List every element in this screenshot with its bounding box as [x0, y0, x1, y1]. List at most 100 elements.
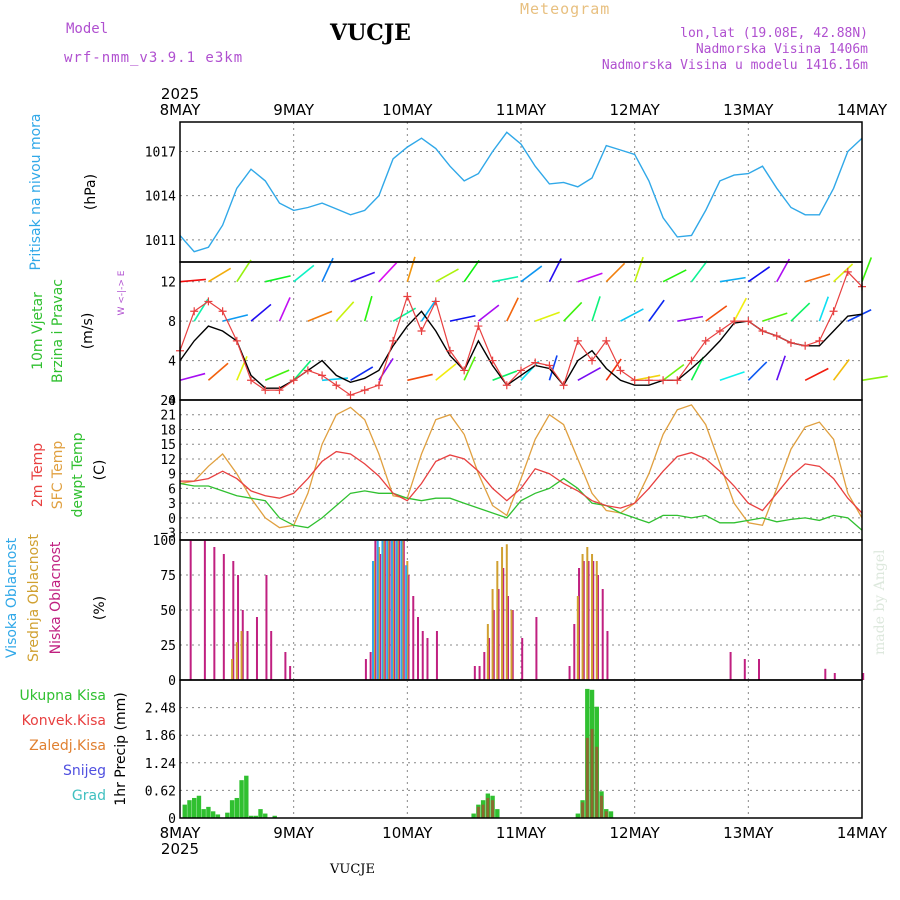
pressure-ytick: 1014 — [145, 190, 176, 205]
wind-gust-marker — [502, 381, 511, 390]
date-tick-top: 14MAY — [837, 101, 888, 119]
wind-ytick: 8 — [168, 315, 176, 330]
wind-gust-marker — [744, 317, 753, 326]
wind-gust-marker — [289, 376, 298, 385]
wind-direction-arrow — [577, 272, 603, 283]
wind-direction-arrow — [677, 315, 704, 322]
wind-direction-arrow — [435, 268, 459, 283]
clouds-ytick: 100 — [153, 534, 176, 549]
temperature-ytick: 15 — [160, 438, 176, 453]
wind-direction-arrow — [406, 256, 416, 282]
precip-ylabel: 1hr Precip (mm) — [113, 692, 129, 805]
wind-direction-arrow — [563, 301, 583, 322]
wind-direction-arrow — [633, 256, 644, 282]
precip-total-bar — [575, 813, 581, 818]
wind-gust-marker — [218, 307, 227, 316]
precip-legend-label: Konvek.Kisa — [22, 713, 106, 729]
precip-convective-bar — [595, 746, 599, 818]
clouds-subtitle2: Niska Oblacnost — [48, 541, 64, 654]
precip-convective-bar — [604, 811, 608, 818]
wind-gust-marker — [673, 376, 682, 385]
wind-direction-arrow — [705, 305, 728, 322]
precip-total-bar — [258, 809, 263, 818]
wind-direction-arrow — [307, 310, 333, 322]
wind-direction-arrow — [293, 264, 315, 283]
wind-gust-marker — [460, 366, 469, 375]
wind-gust-marker — [318, 371, 327, 380]
clouds-ylabel: (%) — [92, 596, 108, 620]
clouds-ytick: 0 — [168, 674, 176, 689]
wind-direction-arrow — [392, 307, 417, 322]
wind-subtitle: Brzina i Pravac — [50, 279, 66, 383]
date-tick-bottom: 8MAY — [160, 824, 202, 842]
wind-direction-arrow — [250, 303, 272, 322]
wind-gust-marker — [659, 376, 668, 385]
model-label: Model — [66, 21, 109, 37]
wind-direction-arrow — [350, 366, 374, 381]
wind-gust-marker — [247, 376, 256, 385]
date-tick-top: 8MAY — [160, 101, 202, 119]
temperature-ytick: 3 — [168, 497, 176, 512]
wind-direction-arrow — [804, 367, 829, 381]
location-lonlat: lon,lat (19.08E, 42.88N) — [680, 26, 868, 41]
temperature-ytick: 21 — [160, 409, 176, 424]
wind-direction-arrow — [847, 309, 872, 322]
precip-total-bar — [182, 804, 187, 818]
wind-direction-arrow — [861, 257, 873, 283]
temperature-ytick: 18 — [160, 423, 176, 438]
year-label-bottom: 2025 — [161, 840, 199, 858]
wind-gust-marker — [602, 336, 611, 345]
date-tick-bottom: 14MAY — [837, 824, 888, 842]
precip-convective-bar — [476, 806, 480, 818]
wind-gust-marker — [687, 356, 696, 365]
wind-gust-marker — [389, 336, 398, 345]
wind-direction-arrow — [548, 355, 558, 381]
wind-ytick: 0 — [168, 394, 176, 409]
temperature-title: 2m Temp — [30, 443, 46, 507]
precip-total-bar — [495, 809, 500, 818]
wind-direction-arrow — [420, 299, 437, 322]
precipitation-ytick: 0 — [168, 812, 176, 827]
precip-total-bar — [248, 815, 254, 818]
precip-total-bar — [244, 775, 249, 818]
date-tick-top: 9MAY — [273, 101, 315, 119]
pressure-frame — [179, 121, 863, 263]
wind-ylabel: (m/s) — [80, 313, 96, 350]
wind-direction-arrow — [733, 297, 748, 322]
wind-gust-marker — [445, 346, 454, 355]
temperature-subtitle: SFC Temp — [50, 441, 66, 510]
wind-direction-arrow — [634, 374, 661, 382]
wind-direction-arrow — [534, 311, 560, 322]
temperature-ytick: 6 — [168, 482, 176, 497]
wind-gust-marker — [488, 356, 497, 365]
wind-direction-arrow — [293, 360, 312, 381]
precip-convective-bar — [486, 797, 490, 818]
wind-gust-marker — [701, 336, 710, 345]
wind-direction-arrow — [662, 363, 685, 381]
precip-convective-bar — [481, 804, 485, 818]
temperature-ylabel: (C) — [92, 460, 108, 481]
precip-total-bar — [215, 814, 221, 818]
clouds-subtitle: Srednja Oblacnost — [26, 534, 42, 662]
precip-legend-label: Ukupna Kisa — [19, 688, 106, 704]
wind-direction-arrow — [804, 273, 831, 283]
wind-gust-marker — [630, 376, 639, 385]
date-tick-top: 10MAY — [382, 101, 433, 119]
wind-gust-marker — [843, 267, 852, 276]
wind-direction-arrow — [591, 296, 601, 322]
wind-direction-arrow — [832, 359, 850, 381]
precip-legend-label: Grad — [72, 788, 106, 804]
wind-gust-marker — [474, 322, 483, 331]
wind-gust-marker — [801, 341, 810, 350]
temperature-ytick: −3 — [160, 527, 176, 542]
wind-compass-label: W <-|-> E — [117, 270, 127, 315]
wind-direction-arrow — [236, 356, 248, 381]
precip-total-bar — [229, 800, 235, 818]
wind-gust-marker — [190, 307, 199, 316]
precipitation-ytick: 2.48 — [145, 702, 176, 717]
wind-direction-arrow — [577, 366, 601, 381]
temperature-ytick: 9 — [168, 468, 176, 483]
wind-gust-marker — [815, 336, 824, 345]
precip-convective-bar — [491, 800, 495, 818]
